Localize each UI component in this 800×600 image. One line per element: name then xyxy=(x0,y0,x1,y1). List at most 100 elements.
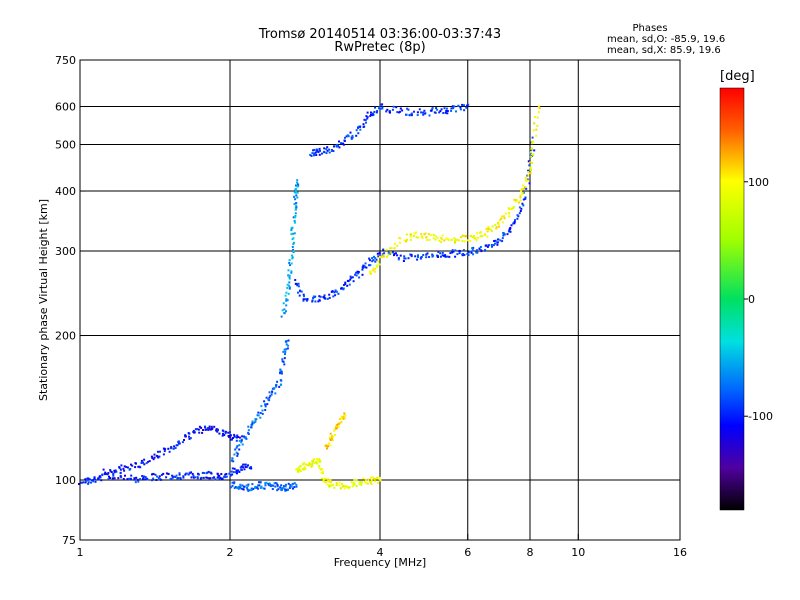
data-point xyxy=(288,259,291,262)
data-point xyxy=(109,477,111,479)
data-point xyxy=(229,434,232,437)
data-point xyxy=(188,471,191,474)
data-point xyxy=(182,475,185,478)
data-point xyxy=(327,445,329,448)
data-point xyxy=(254,420,257,423)
data-point xyxy=(365,115,368,118)
data-point xyxy=(148,460,151,463)
data-point xyxy=(342,418,345,420)
data-point xyxy=(425,253,428,256)
data-point xyxy=(87,482,90,485)
data-point xyxy=(109,470,112,473)
data-point xyxy=(118,466,121,469)
data-point xyxy=(430,109,433,112)
data-point xyxy=(285,299,288,302)
data-point xyxy=(241,443,244,446)
data-point xyxy=(491,245,493,248)
data-point xyxy=(461,239,464,242)
data-point xyxy=(371,257,374,260)
data-point xyxy=(246,488,249,491)
data-point xyxy=(302,298,305,301)
data-point xyxy=(287,292,290,295)
data-point xyxy=(516,214,519,217)
data-point xyxy=(355,485,358,488)
data-point xyxy=(328,436,331,439)
data-point xyxy=(201,431,204,434)
data-point xyxy=(444,255,447,258)
data-point xyxy=(399,254,402,257)
data-point xyxy=(243,435,245,438)
data-point xyxy=(337,145,340,147)
data-point xyxy=(265,481,268,484)
data-point xyxy=(295,483,298,486)
x-tick-label: 16 xyxy=(673,546,687,559)
data-point xyxy=(311,152,314,155)
data-point xyxy=(337,425,340,428)
data-point xyxy=(294,212,297,215)
data-point xyxy=(434,235,437,238)
data-point xyxy=(513,221,516,223)
data-point xyxy=(379,479,382,482)
data-point xyxy=(342,287,345,290)
data-point xyxy=(339,487,342,490)
data-point xyxy=(446,110,449,112)
data-point xyxy=(311,462,314,465)
data-point xyxy=(283,312,286,314)
data-point xyxy=(375,258,378,261)
data-point xyxy=(454,241,456,244)
data-point xyxy=(279,486,282,489)
data-point xyxy=(492,244,495,247)
data-point xyxy=(92,480,95,483)
data-point xyxy=(294,188,297,190)
data-point xyxy=(308,461,311,464)
data-point xyxy=(240,441,243,444)
data-point xyxy=(259,487,262,489)
data-point xyxy=(471,249,474,252)
data-point xyxy=(297,183,300,186)
data-point xyxy=(250,489,253,492)
data-point xyxy=(173,445,176,448)
data-point xyxy=(93,476,96,479)
data-point xyxy=(376,266,379,268)
data-point xyxy=(524,186,527,189)
data-point xyxy=(280,372,283,375)
data-point xyxy=(286,286,289,289)
data-point xyxy=(500,215,503,218)
data-point xyxy=(151,479,153,482)
data-point xyxy=(296,181,299,184)
data-point xyxy=(247,483,250,486)
data-point xyxy=(528,164,531,167)
data-point xyxy=(326,483,329,486)
colorbar-tick-label: -100 xyxy=(748,410,773,423)
data-point xyxy=(518,212,521,215)
data-point xyxy=(236,486,239,489)
data-point xyxy=(172,475,175,478)
data-point xyxy=(403,255,406,258)
data-point xyxy=(233,453,236,456)
data-point xyxy=(393,252,396,255)
data-point xyxy=(285,343,288,346)
data-point xyxy=(245,437,248,440)
data-point xyxy=(459,108,462,111)
data-point xyxy=(152,458,155,461)
data-point xyxy=(278,385,281,388)
data-point xyxy=(336,143,339,146)
data-point xyxy=(117,477,120,480)
data-point xyxy=(531,142,533,145)
data-point xyxy=(238,444,241,447)
data-point xyxy=(531,162,533,164)
data-point xyxy=(251,422,254,425)
phases-o-stats: mean, sd,O: -85.9, 19.6 xyxy=(607,34,726,45)
data-point xyxy=(355,129,358,132)
data-point xyxy=(292,248,295,251)
data-point xyxy=(533,149,536,152)
data-point xyxy=(282,486,285,489)
data-point xyxy=(159,450,161,453)
y-tick-label: 600 xyxy=(55,101,76,114)
data-point xyxy=(326,447,328,450)
data-point xyxy=(342,143,345,146)
data-point xyxy=(322,470,324,473)
data-point xyxy=(325,152,328,155)
data-point xyxy=(241,435,244,438)
data-point xyxy=(235,436,238,439)
